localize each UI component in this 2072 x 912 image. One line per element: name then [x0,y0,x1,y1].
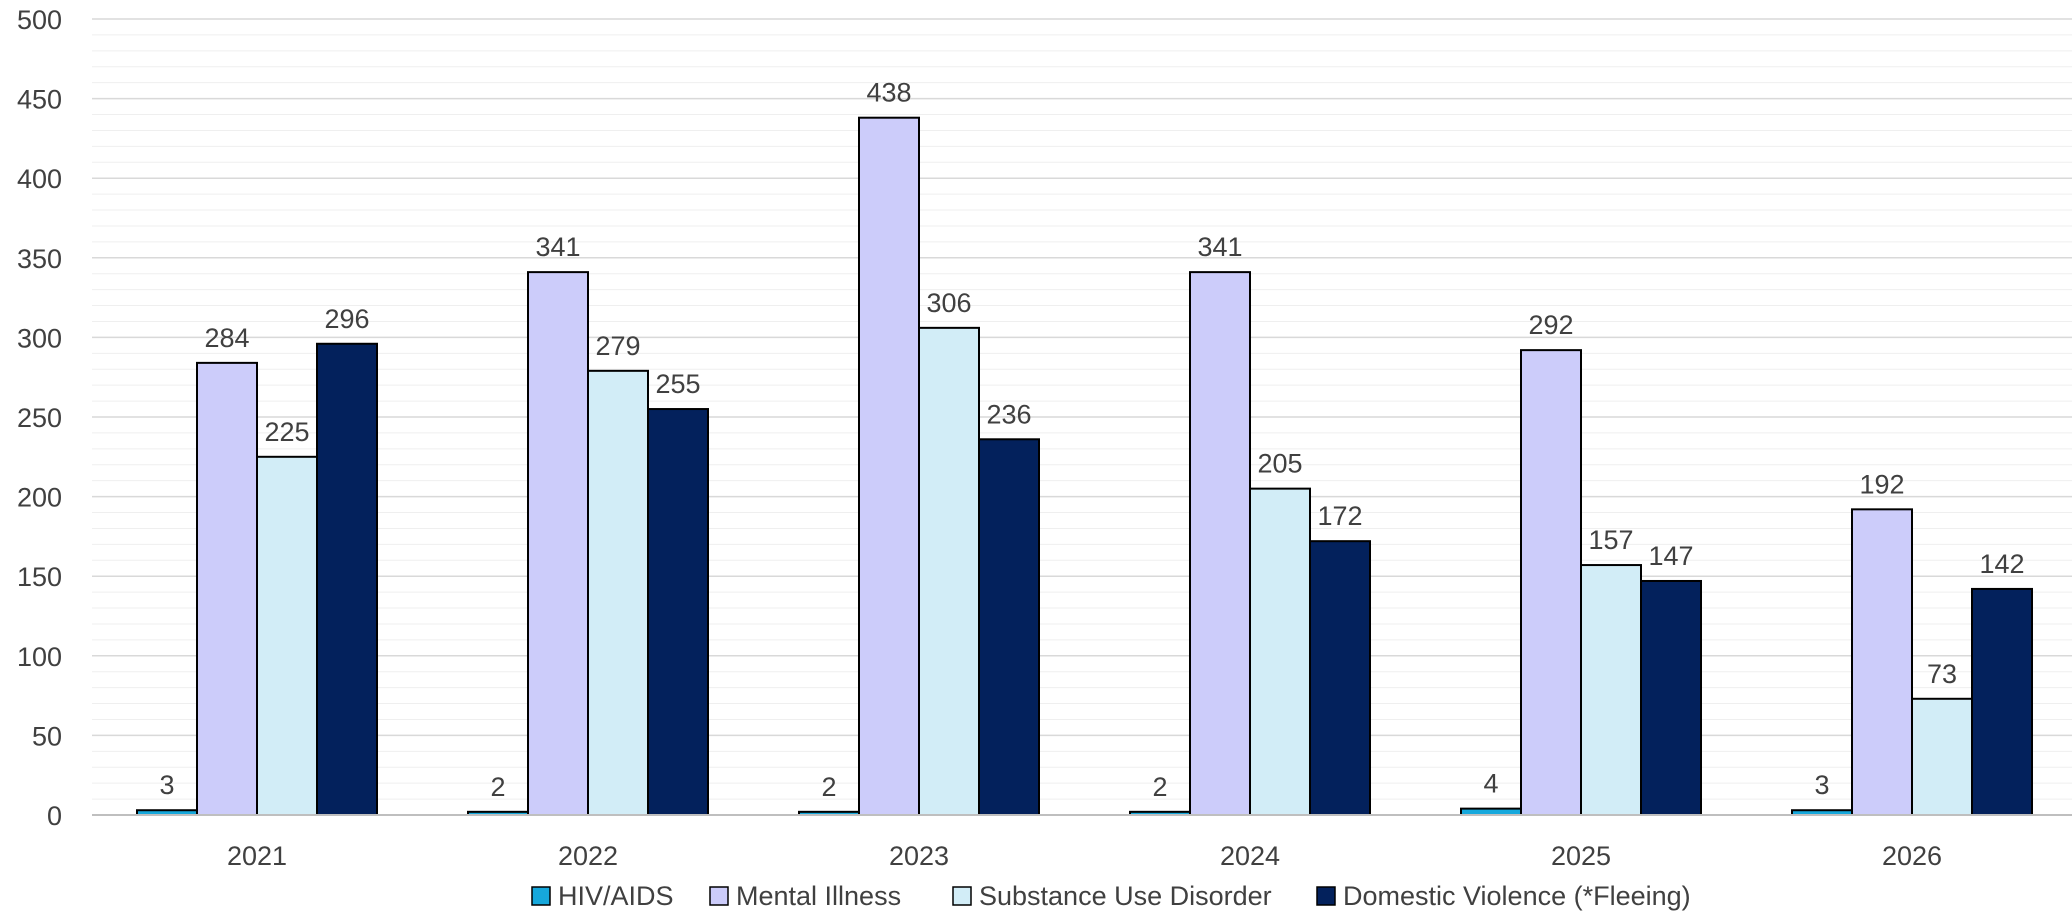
bar [587,369,649,816]
y-tick-label: 300 [17,323,62,353]
data-label: 142 [1979,549,2024,579]
data-label: 279 [595,331,640,361]
data-label: 284 [204,323,249,353]
data-label: 3 [159,770,174,800]
y-tick-label: 100 [17,642,62,672]
bar [978,438,1040,816]
x-tick-label: 2022 [558,841,618,871]
legend-label: Mental Illness [736,881,901,911]
data-label: 157 [1588,525,1633,555]
legend-item: Domestic Violence (*Fleeing) [1316,881,1691,911]
data-label: 225 [264,417,309,447]
data-label: 73 [1927,659,1957,689]
data-label: 296 [324,304,369,334]
data-label: 306 [926,288,971,318]
data-label: 236 [986,399,1031,429]
data-label: 205 [1257,449,1302,479]
data-label: 2 [821,772,836,802]
y-tick-label: 450 [17,85,62,115]
legend-swatch [1316,886,1336,906]
data-label: 2 [490,772,505,802]
data-label: 341 [1197,232,1242,262]
y-tick-label: 0 [47,801,62,831]
legend-item: Substance Use Disorder [952,881,1272,911]
x-tick-label: 2026 [1882,841,1942,871]
bar [1851,508,1913,816]
y-tick-label: 350 [17,244,62,274]
data-label: 172 [1317,501,1362,531]
gridlines [92,18,2072,800]
bar [1971,587,2033,816]
x-axis: 2021 2022 2023 2024 2025 2026 [92,814,2072,871]
data-label: 341 [535,232,580,262]
bar [1911,697,1973,816]
data-label: 4 [1483,769,1498,799]
legend-item: Mental Illness [709,881,901,911]
bar [196,361,258,816]
data-label: 147 [1648,541,1693,571]
data-label: 292 [1528,310,1573,340]
y-tick-label: 500 [17,5,62,35]
y-axis: 0 50 100 150 200 250 300 350 400 450 500 [17,5,62,831]
bars [136,116,2033,817]
y-tick-label: 200 [17,483,62,513]
legend: HIV/AIDS Mental Illness Substance Use Diso… [531,881,1691,911]
bar [918,326,980,816]
y-tick-label: 150 [17,562,62,592]
y-tick-label: 50 [32,721,62,751]
x-tick-label: 2023 [889,841,949,871]
bar [1189,271,1251,816]
x-tick-label: 2021 [227,841,287,871]
bar [1309,540,1371,817]
legend-swatch [531,886,551,906]
bar [647,408,709,816]
bar [1640,579,1702,817]
data-label: 2 [1152,772,1167,802]
data-label: 192 [1859,469,1904,499]
legend-label: Domestic Violence (*Fleeing) [1343,881,1691,911]
x-tick-label: 2025 [1551,841,1611,871]
y-tick-label: 250 [17,403,62,433]
legend-swatch [952,886,972,906]
data-label: 3 [1814,770,1829,800]
bar [1580,564,1642,817]
bar [316,342,378,816]
data-label: 255 [655,369,700,399]
y-tick-label: 400 [17,164,62,194]
legend-swatch [709,886,729,906]
bar [858,116,920,817]
bar [256,455,318,816]
legend-label: HIV/AIDS [558,881,674,911]
bar [1249,487,1311,816]
data-label: 438 [866,78,911,108]
bar [1520,349,1582,816]
bar [527,271,589,816]
data-labels: 3 284 225 296 2 341 279 255 2 438 306 236 2 341 205 172… [159,78,2024,802]
x-tick-label: 2024 [1220,841,1280,871]
legend-label: Substance Use Disorder [979,881,1272,911]
legend-item: HIV/AIDS [531,881,674,911]
